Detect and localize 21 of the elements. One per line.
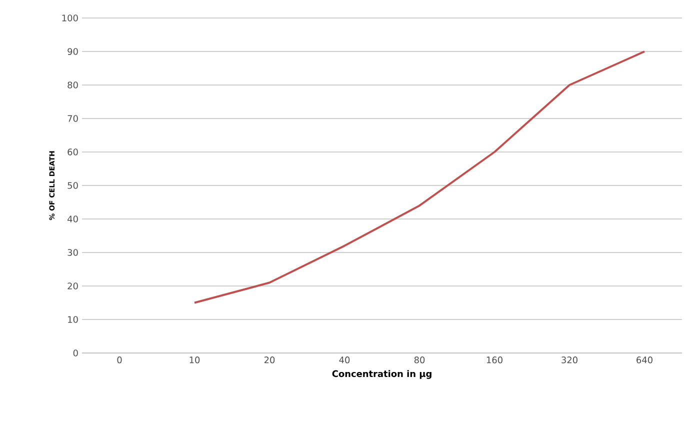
y-tick-label: 0 bbox=[73, 350, 78, 356]
y-tick-label: 30 bbox=[68, 249, 78, 256]
x-tick-label: 10 bbox=[190, 356, 200, 364]
y-tick-label: 10 bbox=[68, 316, 78, 323]
x-tick-label: 640 bbox=[636, 356, 652, 364]
x-tick-label: 0 bbox=[117, 356, 122, 364]
y-tick-label: 60 bbox=[68, 148, 78, 156]
y-tick-label: 20 bbox=[68, 282, 78, 290]
x-tick-label: 20 bbox=[264, 356, 275, 364]
y-tick-label: 100 bbox=[62, 14, 78, 22]
x-tick-label: 160 bbox=[486, 356, 502, 364]
y-tick-label: 70 bbox=[68, 115, 78, 122]
y-tick-label: 80 bbox=[68, 82, 78, 88]
y-tick-label: 90 bbox=[68, 48, 78, 55]
x-tick-label: 80 bbox=[414, 356, 425, 364]
y-tick-label: 40 bbox=[68, 216, 78, 222]
line-series bbox=[194, 50, 646, 304]
x-axis-title: Concentration in µg bbox=[332, 370, 432, 379]
x-tick-label: 320 bbox=[562, 356, 578, 364]
x-tick-label: 40 bbox=[339, 356, 350, 364]
y-tick-label: 50 bbox=[68, 182, 78, 189]
